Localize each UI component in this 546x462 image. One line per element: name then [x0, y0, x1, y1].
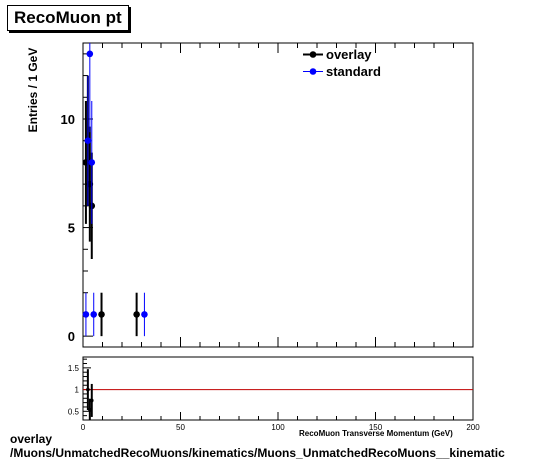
data-point-standard	[82, 311, 90, 318]
data-point-standard	[141, 311, 148, 318]
legend-label-standard: standard	[326, 64, 381, 79]
main-axes: 0 5 10	[61, 43, 474, 347]
ratio-y-tick-label: 1	[75, 386, 80, 395]
ratio-plot-frame	[82, 356, 474, 421]
x-tick-label: 100	[271, 423, 285, 432]
main-data-marks	[82, 43, 148, 337]
x-tick-label: 0	[81, 423, 86, 432]
footer-line-2: /Muons/UnmatchedRecoMuons/kinematics/Muo…	[10, 446, 505, 460]
data-point-standard	[88, 159, 96, 166]
legend-marker-overlay	[303, 51, 323, 58]
y-tick-label: 5	[68, 221, 75, 236]
data-point-standard	[90, 311, 98, 318]
data-point-standard	[86, 50, 94, 58]
ratio-y-tick-label: 1.5	[68, 364, 80, 373]
legend: overlay standard	[302, 46, 432, 80]
ratio-axes: 0.5 1 1.5 0 50 100 150 200	[68, 358, 480, 432]
ratio-data-marks	[83, 369, 473, 420]
ratio-point	[88, 407, 92, 412]
main-plot-frame	[82, 42, 474, 348]
footer-line-1: overlay	[10, 432, 53, 446]
chart-title: RecoMuon pt	[7, 5, 129, 31]
ratio-point	[86, 387, 90, 392]
x-tick-label: 150	[369, 423, 383, 432]
x-tick-label: 50	[176, 423, 185, 432]
data-point-overlay	[98, 311, 105, 318]
data-point-overlay	[133, 311, 140, 318]
legend-label-overlay: overlay	[326, 47, 372, 62]
legend-marker-standard	[303, 68, 323, 75]
legend-entry-overlay: overlay	[302, 46, 432, 63]
ratio-point	[89, 398, 94, 403]
y-axis-label: Entries / 1 GeV	[26, 47, 40, 133]
y-tick-label: 0	[68, 329, 75, 344]
x-tick-label: 200	[466, 423, 480, 432]
legend-entry-standard: standard	[302, 63, 432, 80]
y-tick-label: 10	[61, 112, 75, 127]
ratio-y-tick-label: 0.5	[68, 407, 80, 416]
x-axis-label: RecoMuon Transverse Momentum (GeV)	[299, 429, 453, 438]
data-point-standard	[84, 137, 92, 145]
